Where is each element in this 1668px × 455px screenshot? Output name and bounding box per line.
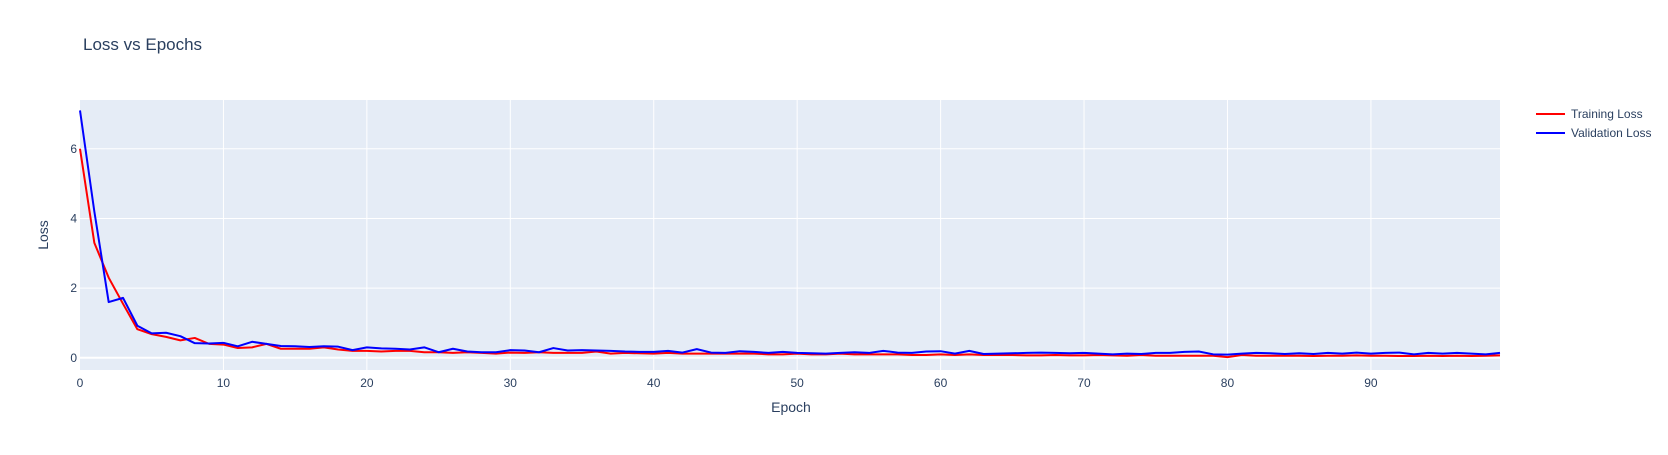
- series-line-validation-loss[interactable]: [79, 110, 1501, 356]
- x-tick-labels: 0 10 20 30 40 50 60 70 80 90: [77, 376, 1378, 390]
- x-tick-label: 20: [360, 376, 374, 390]
- x-tick-label: 50: [790, 376, 804, 390]
- y-tick-label: 4: [70, 211, 77, 225]
- legend-label: Validation Loss: [1571, 126, 1652, 140]
- y-tick-label: 2: [70, 281, 77, 295]
- series-line-training-loss[interactable]: [79, 148, 1501, 359]
- x-tick-label: 40: [647, 376, 661, 390]
- legend[interactable]: Training Loss Validation Loss: [1536, 107, 1652, 140]
- x-tick-label: 30: [504, 376, 518, 390]
- legend-item-training-loss[interactable]: Training Loss: [1536, 107, 1643, 121]
- y-tick-label: 0: [70, 351, 77, 365]
- grid-lines: [80, 100, 1500, 370]
- x-tick-label: 70: [1077, 376, 1091, 390]
- legend-label: Training Loss: [1571, 107, 1643, 121]
- y-tick-labels: 0 2 4 6: [70, 142, 77, 365]
- chart-title: Loss vs Epochs: [83, 35, 202, 54]
- x-tick-label: 60: [934, 376, 948, 390]
- plot-background: [80, 100, 1500, 370]
- x-tick-label: 80: [1221, 376, 1235, 390]
- x-tick-label: 90: [1364, 376, 1378, 390]
- y-tick-label: 6: [70, 142, 77, 156]
- y-axis-title: Loss: [35, 220, 51, 250]
- legend-item-validation-loss[interactable]: Validation Loss: [1536, 126, 1652, 140]
- series-lines: [79, 110, 1501, 359]
- x-axis-title: Epoch: [771, 399, 811, 415]
- x-tick-label: 0: [77, 376, 84, 390]
- x-tick-label: 10: [217, 376, 231, 390]
